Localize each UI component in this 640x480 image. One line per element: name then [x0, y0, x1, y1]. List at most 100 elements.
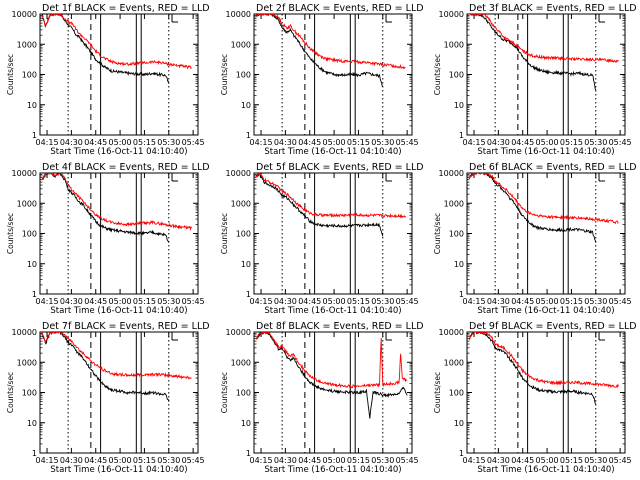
- y-tick-label: 10000: [226, 328, 251, 337]
- x-tick-label: 05:00: [109, 138, 132, 147]
- y-tick-label: 100: [449, 389, 464, 398]
- panel-3: Det 3f BLACK = Events, RED = LLD 1 10 100 10…: [433, 3, 637, 157]
- x-tick-label: 05:00: [536, 297, 559, 306]
- x-tick-label: 04:45: [511, 138, 534, 147]
- series-lld-line: [255, 173, 406, 219]
- x-tick-label: 04:45: [511, 456, 534, 465]
- plot-frame: [39, 13, 199, 136]
- x-axis-label: Start Time (16-Oct-11 04:10:40): [264, 147, 401, 157]
- y-tick-label: 1: [459, 131, 464, 140]
- series-lld-line: [42, 173, 192, 231]
- panel-4: Det 4f BLACK = Events, RED = LLD 1 10 100 10…: [6, 162, 210, 316]
- x-tick-label: 04:15: [36, 456, 59, 465]
- plot-frame: [466, 172, 626, 295]
- panel-5: Det 5f BLACK = Events, RED = LLD 1 10 100 10…: [220, 162, 424, 316]
- y-axis-label: Counts/sec: [6, 54, 15, 95]
- x-axis-label: Start Time (16-Oct-11 04:10:40): [264, 306, 401, 316]
- plot-frame: [466, 331, 626, 454]
- plot-frame: [39, 172, 199, 295]
- series-events-line: [255, 173, 384, 237]
- series-events-line: [468, 14, 597, 91]
- x-tick-label: 04:45: [84, 297, 107, 306]
- x-tick-label: 04:30: [487, 297, 510, 306]
- x-axis-label: Start Time (16-Oct-11 04:10:40): [477, 147, 614, 157]
- series-lld-line: [255, 332, 408, 390]
- series-events-line: [468, 173, 597, 243]
- x-tick-label: 04:30: [60, 138, 83, 147]
- x-tick-label: 05:45: [396, 297, 419, 306]
- y-tick-label: 1000: [231, 199, 251, 208]
- x-axis-label: Start Time (16-Oct-11 04:10:40): [50, 465, 187, 475]
- x-tick-label: 05:15: [133, 456, 156, 465]
- y-tick-label: 1: [32, 131, 37, 140]
- x-tick-label: 04:30: [274, 138, 297, 147]
- chart-title: Det 5f BLACK = Events, RED = LLD: [256, 162, 424, 173]
- y-tick-label: 100: [449, 71, 464, 80]
- y-tick-label: 10000: [226, 10, 251, 19]
- y-tick-label: 10: [454, 419, 464, 428]
- y-tick-label: 1000: [231, 40, 251, 49]
- x-tick-label: 04:15: [36, 297, 59, 306]
- plot-frame: [466, 13, 626, 136]
- y-tick-label: 10000: [439, 10, 464, 19]
- x-tick-label: 04:15: [250, 297, 273, 306]
- x-axis-label: Start Time (16-Oct-11 04:10:40): [50, 147, 187, 157]
- x-tick-label: 05:30: [157, 456, 180, 465]
- y-axis-label: Counts/sec: [433, 54, 442, 95]
- x-tick-label: 04:30: [60, 456, 83, 465]
- series-lld-line: [255, 14, 406, 70]
- x-tick-label: 05:30: [584, 456, 607, 465]
- series-lld-line: [468, 173, 619, 225]
- y-tick-label: 1: [246, 131, 251, 140]
- series-events-line: [255, 14, 384, 87]
- y-axis-label: Counts/sec: [433, 213, 442, 254]
- y-tick-label: 1000: [17, 358, 37, 367]
- x-axis-label: Start Time (16-Oct-11 04:10:40): [264, 465, 401, 475]
- y-axis-label: Counts/sec: [220, 54, 229, 95]
- series-events-line: [468, 332, 597, 405]
- y-tick-label: 1: [32, 449, 37, 458]
- x-tick-label: 05:15: [347, 456, 370, 465]
- y-axis-label: Counts/sec: [220, 213, 229, 254]
- series-lld-line: [468, 332, 619, 389]
- x-tick-label: 05:45: [609, 456, 632, 465]
- y-tick-label: 10: [454, 101, 464, 110]
- x-tick-label: 05:45: [182, 138, 205, 147]
- chart-title: Det 4f BLACK = Events, RED = LLD: [42, 162, 210, 173]
- series-lld-line: [42, 14, 192, 70]
- chart-title: Det 3f BLACK = Events, RED = LLD: [469, 3, 637, 14]
- y-tick-label: 1: [246, 290, 251, 299]
- x-axis-label: Start Time (16-Oct-11 04:10:40): [477, 306, 614, 316]
- x-tick-label: 05:30: [371, 297, 394, 306]
- x-axis-label: Start Time (16-Oct-11 04:10:40): [477, 465, 614, 475]
- x-tick-label: 05:00: [536, 456, 559, 465]
- x-tick-label: 05:15: [560, 297, 583, 306]
- y-tick-label: 10: [241, 419, 251, 428]
- x-tick-label: 05:45: [182, 297, 205, 306]
- x-tick-label: 05:45: [182, 456, 205, 465]
- x-tick-label: 04:45: [298, 138, 321, 147]
- x-tick-label: 05:15: [133, 297, 156, 306]
- y-tick-label: 10: [27, 260, 37, 269]
- y-tick-label: 10: [27, 419, 37, 428]
- y-tick-label: 1000: [444, 199, 464, 208]
- x-tick-label: 04:30: [274, 456, 297, 465]
- x-tick-label: 05:00: [323, 138, 346, 147]
- x-tick-label: 05:30: [157, 138, 180, 147]
- series-lld-line: [41, 332, 192, 380]
- panel-6: Det 6f BLACK = Events, RED = LLD 1 10 100 10…: [433, 162, 637, 316]
- y-tick-label: 100: [236, 230, 251, 239]
- series-lld-line: [469, 14, 619, 64]
- series-events-line: [256, 332, 408, 419]
- panel-1: Det 1f BLACK = Events, RED = LLD 1 10 100 10…: [6, 3, 210, 157]
- y-tick-label: 100: [236, 389, 251, 398]
- y-tick-label: 10000: [12, 169, 37, 178]
- x-tick-label: 05:45: [609, 297, 632, 306]
- y-axis-label: Counts/sec: [220, 372, 229, 413]
- x-tick-label: 05:15: [133, 138, 156, 147]
- y-tick-label: 1000: [17, 199, 37, 208]
- x-tick-label: 05:15: [347, 138, 370, 147]
- y-tick-label: 1000: [17, 40, 37, 49]
- y-tick-label: 10000: [12, 10, 37, 19]
